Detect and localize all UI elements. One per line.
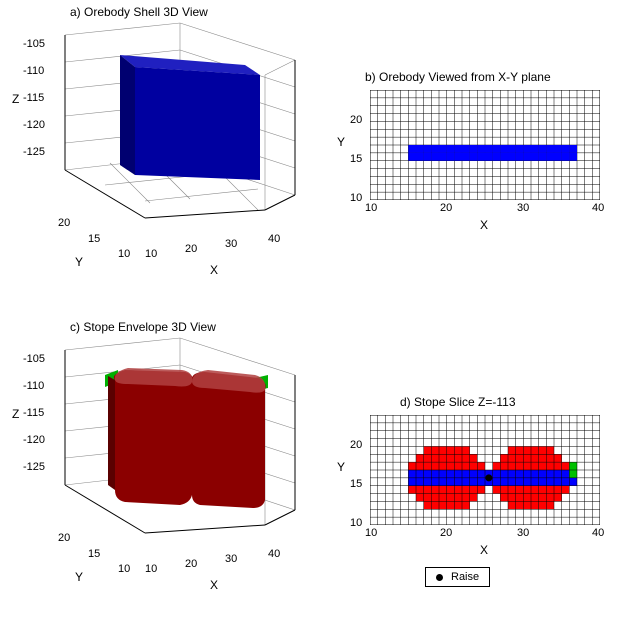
panel-a-3d-orebody: a) Orebody Shell 3D View bbox=[10, 5, 310, 295]
panel-c-ztick: -110 bbox=[23, 380, 44, 392]
panel-b-xtick: 30 bbox=[517, 202, 529, 214]
panel-a-ytick: 15 bbox=[88, 233, 100, 245]
panel-a-xtick: 20 bbox=[185, 243, 197, 255]
panel-c-ztick: -125 bbox=[23, 461, 45, 473]
panel-a-ylabel: Y bbox=[75, 255, 83, 269]
panel-c-xtick: 40 bbox=[268, 548, 280, 560]
raise-dot-icon bbox=[436, 574, 443, 581]
panel-c-xtick: 20 bbox=[185, 558, 197, 570]
panel-d-ytick: 20 bbox=[350, 439, 362, 451]
panel-b-xtick: 40 bbox=[592, 202, 604, 214]
panel-c-ylabel: Y bbox=[75, 570, 83, 584]
panel-d-ytick: 15 bbox=[350, 478, 362, 490]
panel-c-xtick: 30 bbox=[225, 553, 237, 565]
panel-b-title: b) Orebody Viewed from X-Y plane bbox=[365, 70, 551, 84]
panel-d-xtick: 20 bbox=[440, 527, 452, 539]
panel-a-xtick: 10 bbox=[145, 248, 157, 260]
panel-c-zlabel: Z bbox=[12, 407, 19, 421]
panel-d-stope-slice: d) Stope Slice Z=-113 20 15 10 Y 10 20 3… bbox=[345, 395, 605, 595]
panel-b-ytick: 10 bbox=[350, 192, 362, 204]
panel-b-grid bbox=[370, 90, 600, 200]
panel-b-xtick: 20 bbox=[440, 202, 452, 214]
legend-label: Raise bbox=[451, 571, 479, 583]
panel-a-ztick: -105 bbox=[23, 38, 45, 50]
panel-d-xtick: 30 bbox=[517, 527, 529, 539]
panel-c-xlabel: X bbox=[210, 578, 218, 592]
panel-a-xlabel: X bbox=[210, 263, 218, 277]
panel-c-3d-stope: c) Stope Envelope 3D View bbox=[10, 320, 310, 610]
panel-b-xlabel: X bbox=[480, 218, 488, 232]
panel-d-grid bbox=[370, 415, 600, 525]
panel-b-ytick: 20 bbox=[350, 114, 362, 126]
panel-d-legend: Raise bbox=[425, 567, 490, 587]
panel-a-ztick: -110 bbox=[23, 65, 44, 77]
panel-a-ztick: -125 bbox=[23, 146, 45, 158]
panel-c-axes bbox=[10, 320, 310, 610]
panel-a-axes bbox=[10, 5, 310, 295]
panel-a-ztick: -115 bbox=[23, 92, 44, 104]
panel-a-xtick: 30 bbox=[225, 238, 237, 250]
panel-a-ytick: 10 bbox=[118, 248, 130, 260]
panel-c-ytick: 20 bbox=[58, 532, 70, 544]
panel-d-xlabel: X bbox=[480, 543, 488, 557]
orebody-solid bbox=[120, 55, 260, 180]
stope-solid bbox=[108, 368, 266, 508]
panel-a-xtick: 40 bbox=[268, 233, 280, 245]
panel-d-ylabel: Y bbox=[337, 460, 345, 474]
panel-a-ytick: 20 bbox=[58, 217, 70, 229]
panel-d-xtick: 40 bbox=[592, 527, 604, 539]
panel-d-ytick: 10 bbox=[350, 517, 362, 529]
panel-c-ztick: -105 bbox=[23, 353, 45, 365]
panel-a-zlabel: Z bbox=[12, 92, 19, 106]
panel-b-xy-plane: b) Orebody Viewed from X-Y plane 20 15 1… bbox=[345, 70, 605, 240]
panel-c-ytick: 15 bbox=[88, 548, 100, 560]
panel-b-ytick: 15 bbox=[350, 153, 362, 165]
panel-b-xtick: 10 bbox=[365, 202, 377, 214]
panel-c-ztick: -115 bbox=[23, 407, 44, 419]
panel-d-title: d) Stope Slice Z=-113 bbox=[400, 395, 516, 409]
panel-c-xtick: 10 bbox=[145, 563, 157, 575]
panel-d-xtick: 10 bbox=[365, 527, 377, 539]
panel-a-ztick: -120 bbox=[23, 119, 45, 131]
panel-c-ztick: -120 bbox=[23, 434, 45, 446]
panel-b-ylabel: Y bbox=[337, 135, 345, 149]
panel-c-ytick: 10 bbox=[118, 563, 130, 575]
